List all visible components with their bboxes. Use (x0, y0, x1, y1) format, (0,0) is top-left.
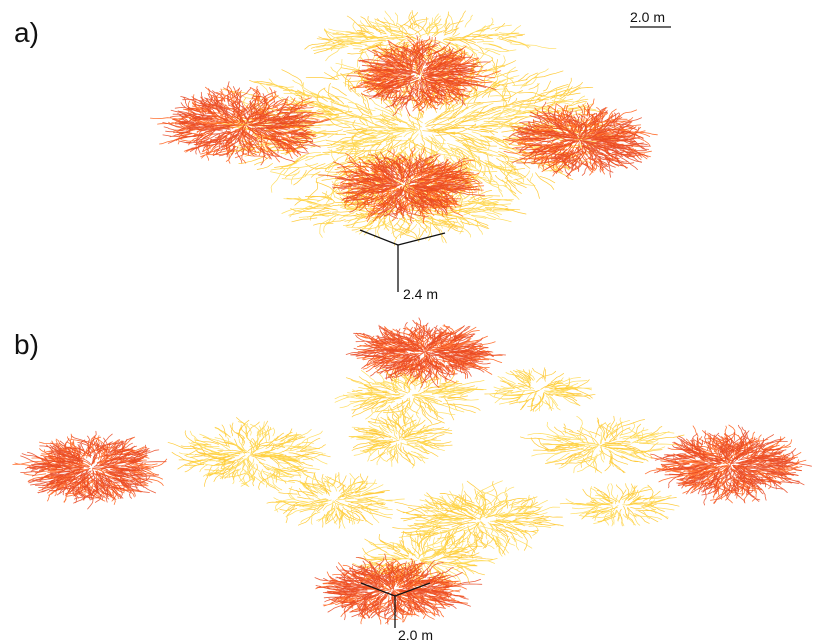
panel-b-sparse-root-patch-7-1 (565, 483, 675, 527)
panel-b-dense-root-left-1 (20, 430, 167, 510)
panel-a-axis-gizmo: 2.4 m (359, 229, 446, 302)
panel-b-dense-root-top-1-strokes (345, 317, 506, 389)
panel-a-axis-x (359, 229, 399, 246)
panel-b-sparse-root-patch-7-1-strokes (565, 483, 675, 527)
panel-b-axis-x (360, 582, 396, 597)
panel-b-sparse-root-patch-2-1-strokes (178, 421, 328, 491)
panel-a-dense-root-left-1 (162, 81, 331, 166)
panel-a-axis-label: 2.4 m (403, 286, 438, 302)
panel-b-axis-gizmo: 2.0 m (360, 582, 433, 643)
panel-b-dense-root-bottom-1 (314, 553, 483, 625)
panel-b-sparse-root-patch-5-1 (273, 472, 405, 529)
panel-b-sparse-root-patch-3-1-strokes (350, 413, 450, 469)
panel-b-dense-root-layer (12, 317, 812, 625)
panel-a-dense-root-right-1 (508, 101, 651, 178)
panel-a-dense-root-bottom-1 (318, 151, 485, 224)
panel-b-sparse-root-patch-4-1-strokes (527, 415, 682, 474)
panel-a-dense-root-top-1-strokes (346, 35, 497, 117)
panel-b-dense-root-top-1 (345, 317, 506, 389)
panel-b-sparse-root-patch-3-1 (350, 413, 450, 469)
panel-b: b) 2.0 m (12, 317, 812, 643)
panel-b-sparse-root-patch-1-1 (489, 369, 592, 412)
panel-b-sparse-root-patch-3-0-strokes (348, 413, 453, 466)
panel-b-sparse-root-patch-4-0-strokes (520, 415, 685, 474)
panel-b-sparse-root-patch-1-1-strokes (489, 369, 592, 412)
panel-a-dense-root-top-0-strokes (349, 36, 502, 113)
panel-b-dense-root-right-1-strokes (650, 424, 812, 506)
panel-b-sparse-root-patch-3-0 (348, 413, 453, 466)
panel-b-sparse-root-patch-2-1 (178, 421, 328, 491)
panel-b-axis-label: 2.0 m (398, 627, 433, 643)
panel-b-sparse-root-patch-4-0 (520, 415, 685, 474)
panel-a-dense-root-top-1 (346, 35, 497, 117)
panel-a-label: a) (14, 17, 39, 48)
panel-b-sparse-root-patch-6-1 (398, 480, 561, 557)
panel-b-sparse-root-patch-6-1-strokes (398, 480, 561, 557)
panel-b-dense-root-left-1-strokes (20, 430, 167, 510)
panel-a-dense-root-right-1-strokes (508, 101, 651, 178)
panel-a-scale-bar: 2.0 m (630, 9, 671, 28)
panel-b-sparse-root-patch-4-1 (527, 415, 682, 474)
panel-a-dense-root-left-1-strokes (162, 81, 331, 166)
panel-b-sparse-root-patch-5-1-strokes (273, 472, 405, 529)
panel-b-sparse-root-layer (167, 366, 685, 589)
panel-b-axis-y (394, 582, 431, 597)
panel-a: a) 2.0 m 2.4 m (14, 9, 671, 302)
panel-a-axis-y (397, 232, 446, 246)
panel-b-dense-root-bottom-1-strokes (314, 553, 483, 625)
panel-b-label: b) (14, 329, 39, 360)
panel-a-dense-root-layer (150, 35, 658, 224)
panel-a-dense-root-bottom-1-strokes (318, 151, 485, 224)
panel-a-scale-bar-label: 2.0 m (630, 9, 665, 25)
panel-a-dense-root-top-0 (349, 36, 502, 113)
panel-b-dense-root-right-1 (650, 424, 812, 506)
